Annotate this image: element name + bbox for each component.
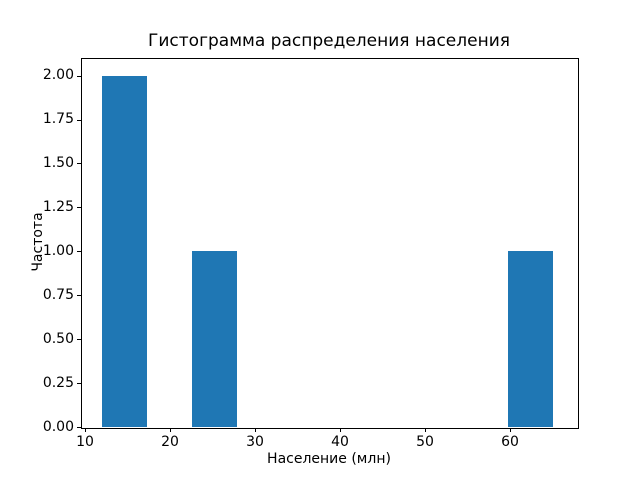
- x-tick-label: 10: [76, 434, 94, 450]
- x-tick-label: 30: [246, 434, 264, 450]
- x-tick-label: 50: [416, 434, 434, 450]
- y-tick-mark: [77, 207, 81, 209]
- y-tick-label: 0.75: [42, 286, 74, 303]
- y-tick-mark: [77, 295, 81, 297]
- x-tick-mark: [85, 428, 86, 432]
- x-tick-mark: [170, 428, 171, 432]
- x-tick-mark: [255, 428, 256, 432]
- x-tick-mark: [340, 428, 341, 432]
- x-tick-label: 40: [331, 434, 349, 450]
- plot-area: [81, 58, 579, 429]
- y-tick-mark: [77, 163, 81, 165]
- y-tick-label: 0.00: [42, 418, 74, 435]
- chart-title: Гистограмма распределения населения: [148, 31, 510, 51]
- y-tick-label: 1.75: [42, 111, 74, 127]
- y-tick-mark: [77, 427, 81, 428]
- x-tick-mark: [510, 428, 511, 432]
- y-tick-label: 0.25: [42, 374, 74, 391]
- x-axis-label: Население (млн): [267, 451, 391, 467]
- y-tick-label: 1.25: [42, 198, 74, 215]
- y-tick-label: 2.00: [42, 67, 74, 84]
- y-tick-label: 1.50: [42, 154, 74, 171]
- y-axis-label: Частота: [30, 212, 46, 272]
- x-tick-label: 20: [161, 434, 179, 450]
- y-tick-mark: [77, 383, 81, 385]
- y-tick-mark: [77, 251, 81, 253]
- y-tick-mark: [77, 339, 81, 341]
- y-tick-mark: [77, 119, 81, 121]
- y-tick-label: 1.00: [42, 242, 74, 259]
- x-tick-mark: [425, 428, 426, 432]
- histogram-bar: [192, 251, 238, 427]
- y-tick-label: 0.50: [42, 330, 74, 347]
- y-tick-mark: [77, 75, 81, 77]
- histogram-bar: [507, 251, 553, 427]
- x-tick-label: 60: [501, 434, 519, 450]
- histogram-bar: [102, 75, 148, 427]
